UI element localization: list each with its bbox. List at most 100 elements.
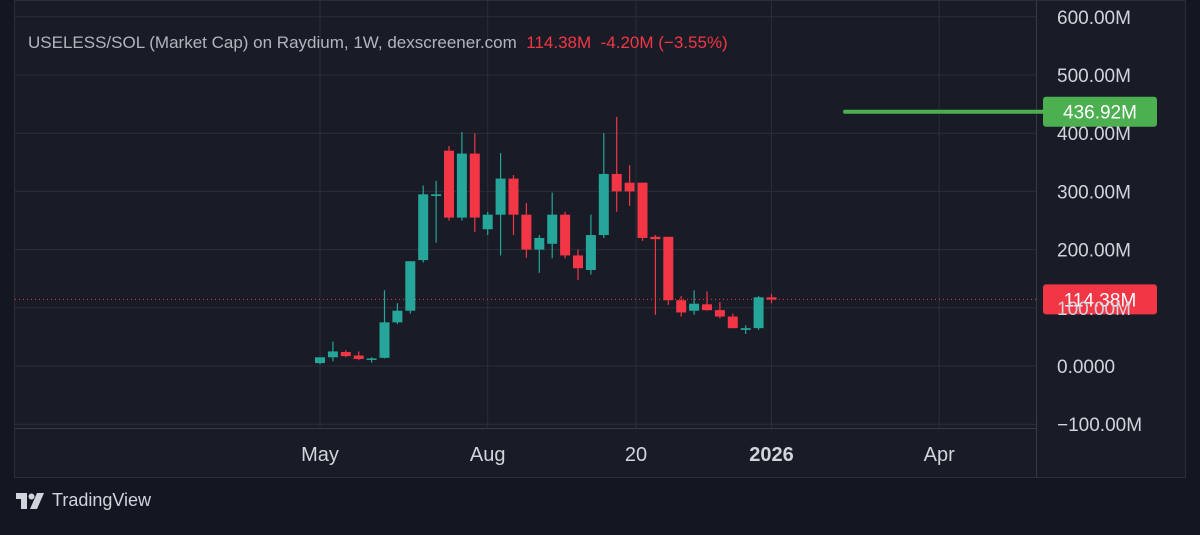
- candle-body: [740, 328, 751, 330]
- candle: [740, 325, 751, 334]
- target-badge: [1043, 96, 1157, 127]
- candle: [469, 133, 480, 233]
- y-tick-label: 600.00M: [1057, 8, 1131, 29]
- candle: [521, 203, 532, 258]
- candle-body: [353, 355, 364, 360]
- y-tick-label: 300.00M: [1057, 182, 1131, 203]
- candle: [766, 293, 777, 304]
- last-price-badge: [1043, 284, 1157, 315]
- candle: [456, 132, 467, 221]
- y-tick-label: −100.00M: [1057, 415, 1142, 436]
- chart-frame: [14, 0, 1186, 478]
- candle: [547, 192, 558, 259]
- candle: [327, 341, 338, 362]
- candle: [753, 296, 764, 330]
- candle: [727, 313, 738, 329]
- target-line-group: 436.92M: [843, 96, 1157, 127]
- x-tick-label: 2026: [749, 444, 794, 466]
- candle-body: [495, 178, 506, 215]
- candle-body: [753, 297, 764, 329]
- candle: [508, 175, 519, 236]
- candle: [482, 211, 493, 236]
- chart-legend: USELESS/SOL (Market Cap) on Raydium, 1W,…: [28, 33, 728, 53]
- candle: [418, 185, 429, 263]
- candle: [405, 261, 416, 314]
- candle: [366, 357, 377, 363]
- candle: [650, 235, 661, 315]
- candle-body: [534, 237, 545, 250]
- candle-body: [521, 214, 532, 250]
- candle: [585, 214, 596, 275]
- candle: [392, 303, 403, 325]
- candle-body: [676, 300, 687, 313]
- candle-body: [585, 235, 596, 270]
- candle-body: [547, 214, 558, 244]
- x-tick-label: Apr: [924, 444, 955, 466]
- y-tick-label: 0.0000: [1057, 357, 1115, 378]
- target-badge-label: 436.92M: [1063, 103, 1137, 124]
- legend-change: -4.20M: [600, 33, 654, 52]
- candle: [560, 211, 571, 259]
- candle: [689, 290, 700, 315]
- candle-body: [444, 150, 454, 218]
- candle: [573, 249, 583, 280]
- last-price-line-group: 114.38M: [15, 284, 1157, 315]
- candle-body: [392, 310, 403, 323]
- y-tick-label: 500.00M: [1057, 66, 1131, 87]
- candle: [534, 235, 545, 273]
- candle: [676, 296, 687, 317]
- candle-body: [379, 322, 390, 358]
- candle: [340, 350, 351, 358]
- candle-body: [637, 182, 648, 238]
- legend-value: 114.38M: [526, 33, 592, 52]
- candle-body: [573, 255, 583, 269]
- tradingview-brand[interactable]: TradingView: [16, 490, 151, 511]
- candle: [624, 165, 635, 206]
- candle: [379, 290, 390, 359]
- candle-body: [418, 194, 429, 261]
- candle: [315, 357, 325, 365]
- candle-body: [327, 351, 338, 358]
- candles: [315, 116, 777, 365]
- x-tick-label: Aug: [470, 444, 506, 466]
- candle: [353, 351, 364, 361]
- candle: [663, 236, 674, 305]
- candle-body: [482, 214, 493, 230]
- y-axis: 600.00M 500.00M 400.00M 300.00M 200.00M 100.0…: [1057, 8, 1142, 436]
- x-axis: May Aug 20 2026 Apr: [301, 444, 955, 466]
- candle-body: [702, 304, 712, 311]
- candle-body: [624, 182, 635, 192]
- candle-body: [650, 236, 661, 240]
- y-tick-label: 100.00M: [1057, 299, 1131, 320]
- candle: [637, 182, 648, 241]
- candle-body: [366, 358, 377, 360]
- candle-body: [315, 357, 325, 364]
- candle: [495, 152, 506, 256]
- y-tick-label: 200.00M: [1057, 241, 1131, 262]
- candle: [444, 146, 454, 221]
- candle-body: [405, 261, 416, 311]
- y-tick-label: 400.00M: [1057, 124, 1131, 145]
- legend-symbol: USELESS/SOL (Market Cap) on Raydium, 1W,…: [28, 33, 517, 52]
- candle: [611, 116, 622, 212]
- candle: [431, 180, 442, 243]
- candle-body: [340, 352, 351, 357]
- candle-body: [431, 194, 442, 197]
- candle-body: [689, 303, 700, 311]
- candle-body: [560, 214, 571, 256]
- x-tick-label: May: [301, 444, 339, 466]
- legend-change-pct: (−3.55%): [658, 33, 728, 52]
- candle-body: [727, 316, 738, 329]
- candle-body: [456, 153, 467, 218]
- candle-body: [663, 236, 674, 301]
- candle: [714, 301, 725, 319]
- candle-body: [469, 153, 480, 218]
- last-price-label: 114.38M: [1064, 290, 1137, 311]
- candle-body: [766, 297, 777, 300]
- candle-body: [508, 178, 519, 215]
- brand-name: TradingView: [52, 490, 152, 510]
- candle-body: [714, 310, 725, 317]
- candle: [702, 291, 712, 311]
- x-tick-label: 20: [625, 444, 647, 466]
